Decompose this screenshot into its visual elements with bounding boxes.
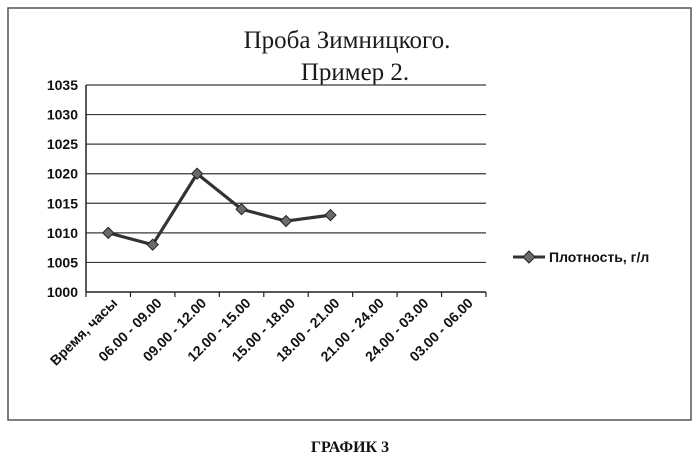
data-point-0 xyxy=(102,226,115,240)
chart-frame xyxy=(7,7,692,421)
series-line-0 xyxy=(107,172,331,247)
y-tick-label-1030: 1030 xyxy=(47,107,78,123)
y-tick-label-1025: 1025 xyxy=(47,136,78,152)
data-point-3 xyxy=(235,202,248,216)
data-point-4 xyxy=(279,214,293,228)
legend-label: Плотность, г/л xyxy=(549,249,649,265)
y-tick-labels: 1000 1005 1010 1015 1020 1025 1030 1035 xyxy=(47,77,78,300)
y-tick-label-1020: 1020 xyxy=(47,166,78,182)
legend: Плотность, г/л xyxy=(513,249,649,265)
y-tick-label-1000: 1000 xyxy=(47,284,78,300)
chart-title-line-2: Пример 2. xyxy=(301,59,409,86)
legend-marker xyxy=(522,250,536,264)
y-tick-label-1015: 1015 xyxy=(47,195,78,211)
chart-title-line-1: Проба Зимницкого. xyxy=(244,27,451,54)
data-point-5 xyxy=(324,208,337,222)
grid xyxy=(86,84,486,264)
axes xyxy=(85,85,487,297)
y-tick-label-1010: 1010 xyxy=(47,225,78,241)
data-point-1 xyxy=(146,238,159,251)
y-tick-label-1005: 1005 xyxy=(47,254,78,270)
series-plot xyxy=(102,167,337,251)
figure-caption: ГРАФИК 3 xyxy=(311,439,389,456)
y-tick-label-1035: 1035 xyxy=(47,77,78,93)
data-point-2 xyxy=(190,167,204,180)
